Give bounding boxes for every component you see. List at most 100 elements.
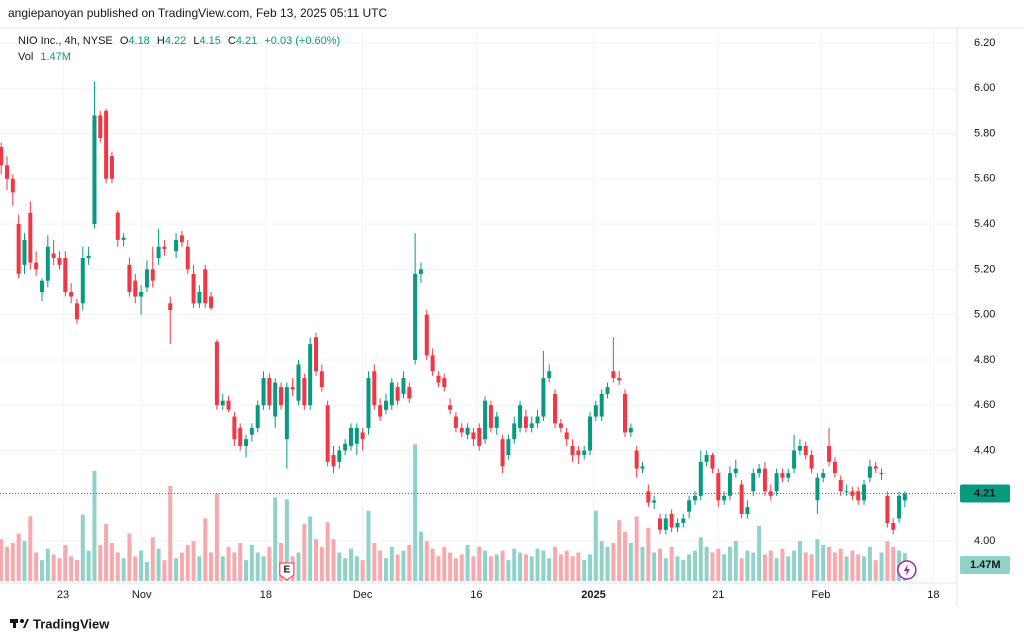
volume-bar bbox=[547, 558, 552, 581]
volume-bar bbox=[214, 493, 219, 581]
volume-bar bbox=[541, 550, 546, 581]
axes: 4.004.204.404.604.805.005.205.405.605.80… bbox=[0, 37, 1010, 601]
volume-bar bbox=[646, 527, 651, 581]
volume-bar bbox=[378, 550, 383, 581]
candle-body bbox=[63, 258, 68, 293]
candle-body bbox=[296, 364, 301, 401]
candle-body bbox=[238, 427, 243, 446]
volume-bar bbox=[104, 524, 109, 581]
volume-bar bbox=[63, 544, 68, 581]
volume-bar bbox=[640, 546, 645, 581]
volume-bar bbox=[628, 543, 633, 581]
volume-bar bbox=[867, 546, 872, 581]
footer-text: TradingView bbox=[33, 616, 110, 631]
volume-legend: Vol 1.47M bbox=[18, 51, 71, 63]
volume-bar bbox=[529, 556, 534, 581]
volume-bar bbox=[803, 552, 808, 581]
candle-body bbox=[22, 239, 27, 265]
volume-bar bbox=[98, 544, 103, 581]
volume-bar bbox=[780, 548, 785, 581]
h-label: H bbox=[157, 35, 165, 47]
candle-body bbox=[413, 273, 418, 360]
volume-bar bbox=[150, 537, 155, 581]
candle-body bbox=[121, 237, 126, 240]
candle-body bbox=[873, 466, 878, 469]
candle-body bbox=[506, 439, 511, 456]
volume-bar bbox=[74, 560, 79, 581]
earnings-label: E bbox=[284, 565, 291, 576]
candle-body bbox=[593, 405, 598, 417]
candle-body bbox=[284, 387, 289, 440]
low-value: 4.15 bbox=[199, 35, 220, 47]
last-price-badge bbox=[960, 484, 1010, 503]
volume-bar bbox=[558, 554, 563, 581]
candle-body bbox=[827, 445, 832, 462]
candle-body bbox=[389, 382, 394, 406]
candle-body bbox=[191, 273, 196, 304]
candle-body bbox=[179, 235, 184, 243]
vol-label: Vol bbox=[18, 51, 33, 63]
candle-body bbox=[815, 477, 820, 501]
volume-bar bbox=[687, 554, 692, 581]
volume-bar bbox=[692, 550, 697, 581]
candle-body bbox=[599, 393, 604, 417]
candle-body bbox=[331, 455, 336, 467]
volume-bar bbox=[681, 560, 686, 581]
candle-body bbox=[249, 427, 254, 435]
candle-body bbox=[267, 378, 272, 406]
candle-body bbox=[16, 224, 21, 274]
volume-bar bbox=[0, 539, 4, 581]
volume-bar bbox=[418, 531, 423, 581]
open-value: 4.18 bbox=[128, 35, 149, 47]
volume-bar bbox=[663, 558, 668, 581]
candle-body bbox=[424, 314, 429, 356]
candle-body bbox=[634, 450, 639, 469]
y-tick-label: 5.00 bbox=[974, 309, 995, 321]
volume-bar bbox=[413, 444, 418, 581]
last-volume-label: 1.47M bbox=[970, 559, 1001, 571]
candle-body bbox=[483, 400, 488, 440]
x-tick-label: 18 bbox=[260, 589, 272, 601]
volume-bar bbox=[395, 554, 400, 581]
earnings-marker bbox=[279, 562, 295, 581]
x-tick-label: 2025 bbox=[581, 589, 605, 601]
volume-bar bbox=[57, 558, 62, 581]
volume-bar bbox=[331, 539, 336, 581]
candle-body bbox=[57, 258, 62, 265]
volume-bar bbox=[354, 556, 359, 581]
volume-bar bbox=[226, 546, 231, 581]
x-tick-label: 16 bbox=[470, 589, 482, 601]
volume-bar bbox=[28, 516, 33, 581]
candle-body bbox=[10, 178, 15, 193]
volume-bar bbox=[809, 554, 814, 581]
candle-body bbox=[28, 212, 33, 263]
candle-body bbox=[203, 269, 208, 304]
candle-body bbox=[74, 303, 79, 320]
candle-body bbox=[448, 405, 453, 410]
last-volume-badge bbox=[960, 556, 1010, 574]
candle-body bbox=[115, 212, 120, 240]
volume-bar bbox=[704, 546, 709, 581]
o-label: O bbox=[120, 35, 129, 47]
candle-body bbox=[308, 344, 313, 406]
logo-mark bbox=[13, 619, 16, 628]
volume-bar bbox=[570, 556, 575, 581]
volume-bar bbox=[733, 541, 738, 581]
change: +0.03 (+0.60%) bbox=[264, 35, 340, 47]
volume-bar bbox=[16, 533, 21, 581]
candle-body bbox=[92, 115, 97, 225]
candle-body bbox=[681, 518, 686, 523]
candle-body bbox=[611, 371, 616, 379]
volume-bar bbox=[343, 558, 348, 581]
candle-body bbox=[879, 473, 884, 475]
volume-bar bbox=[623, 531, 628, 581]
x-tick-label: Feb bbox=[811, 589, 830, 601]
y-tick-label: 6.20 bbox=[974, 37, 995, 49]
volume-bar bbox=[891, 546, 896, 581]
candle-body bbox=[669, 513, 674, 528]
symbol: NIO Inc., 4h, NYSE bbox=[18, 35, 113, 47]
candle-body bbox=[786, 473, 791, 478]
y-tick-label: 5.60 bbox=[974, 173, 995, 185]
volume-bar bbox=[121, 558, 126, 581]
candle-body bbox=[80, 258, 85, 304]
